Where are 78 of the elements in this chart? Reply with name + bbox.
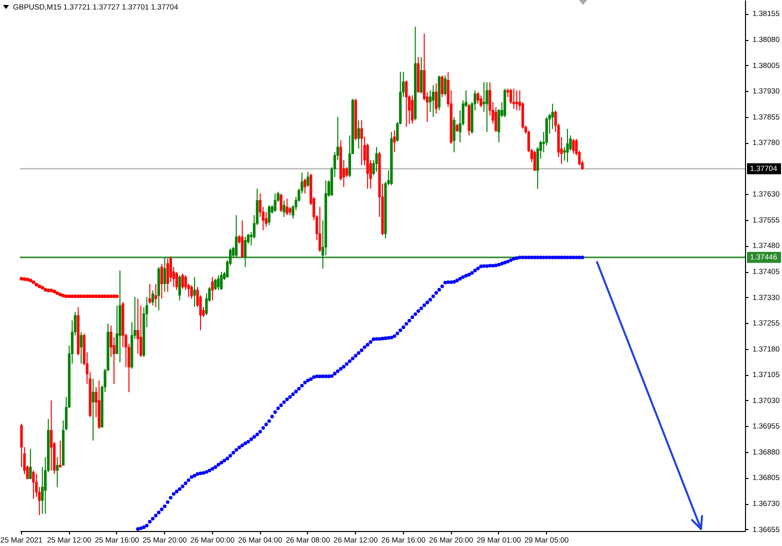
point [46,288,50,292]
candlestick [345,166,348,178]
candlestick [476,92,480,104]
candlestick [217,274,220,291]
candlestick [563,146,566,162]
candlestick [50,400,53,472]
point [73,294,77,298]
candlestick [286,198,288,216]
candlestick [420,56,423,94]
candlestick [181,273,184,290]
candlestick [80,332,82,364]
candlestick [480,95,482,108]
point [64,294,68,298]
point [38,284,42,288]
candlestick [211,276,214,301]
point [40,286,44,290]
point [34,282,38,286]
point [44,288,48,292]
candlestick [214,278,217,291]
candlestick [566,128,569,163]
candlestick [166,258,169,292]
candlestick [235,214,238,258]
candlestick [282,200,286,218]
candlestick [151,290,154,306]
candlestick [434,83,438,114]
candlestick [304,178,306,194]
candlestick [58,440,62,468]
point [20,276,24,281]
point [22,277,26,281]
point [32,280,36,284]
candlestick [220,271,223,291]
candlestick [360,120,363,166]
candlestick [440,75,444,98]
candlestick [136,298,140,354]
candlestick [306,171,310,188]
candlestick [482,82,486,113]
candlestick [244,236,247,268]
candlestick [154,283,158,308]
candlestick [533,150,536,171]
candlestick [268,204,270,226]
candlestick [405,80,408,128]
candlestick [240,220,244,258]
candlestick [163,256,166,292]
candlestick [452,116,456,153]
candlestick [444,75,446,96]
candlestick [411,94,414,124]
point [52,290,56,294]
candlestick [393,130,396,152]
candlestick [178,274,181,301]
point [115,294,119,298]
candlestick [274,192,276,213]
candlestick [318,206,322,252]
point [70,294,74,298]
point [67,294,72,298]
point [79,294,83,298]
point [50,288,54,292]
candlestick [56,456,59,488]
candlestick [160,263,164,300]
candlestick [432,84,435,118]
candlestick [551,103,554,130]
candlestick [190,284,193,300]
candlestick [175,271,178,291]
candlestick [572,138,575,154]
candlestick [32,470,35,500]
candlestick [193,276,196,308]
candlestick [280,192,282,213]
candlestick [92,378,94,442]
candlestick [148,283,152,304]
point [58,292,62,296]
candlestick [357,120,360,149]
point [61,294,66,298]
point [28,278,32,282]
candlestick [29,448,32,480]
candlestick [375,146,378,172]
point [76,294,80,298]
candlestick [486,82,488,132]
point [55,291,60,295]
point [26,278,30,282]
